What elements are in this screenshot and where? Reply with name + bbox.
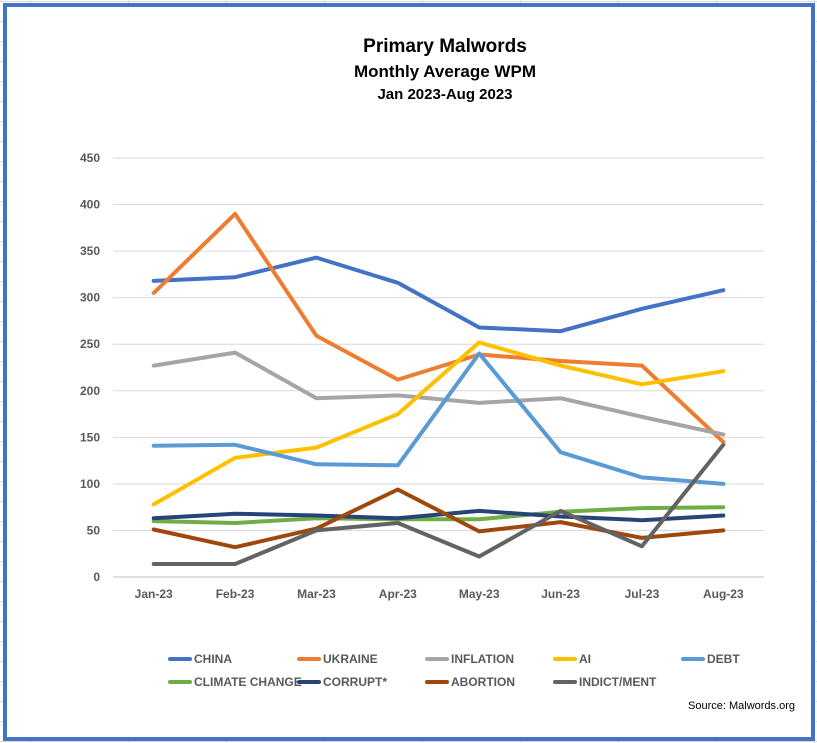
x-tick-label-feb-23: Feb-23 bbox=[216, 587, 255, 601]
legend-label: AI bbox=[579, 652, 591, 666]
series-line-debt bbox=[151, 351, 726, 486]
series-line-indict-ment bbox=[151, 442, 726, 566]
chart-subtitle: Monthly Average WPM bbox=[354, 62, 536, 81]
legend-item-debt[interactable]: DEBT bbox=[681, 652, 740, 666]
legend-item-ukraine[interactable]: UKRAINE bbox=[297, 652, 378, 666]
x-tick-label-mar-23: Mar-23 bbox=[297, 587, 336, 601]
series-line-climate-change bbox=[151, 505, 726, 525]
legend-label: INDICT/MENT bbox=[579, 675, 657, 689]
series-line-ai bbox=[151, 340, 726, 507]
x-tick-label-aug-23: Aug-23 bbox=[703, 587, 744, 601]
legend-item-abortion[interactable]: ABORTION bbox=[425, 675, 515, 689]
series-line-abortion bbox=[151, 487, 726, 550]
series-line-inflation bbox=[151, 350, 726, 437]
legend-swatch bbox=[297, 657, 321, 661]
legend-item-ai[interactable]: AI bbox=[553, 652, 591, 666]
legend-label: ABORTION bbox=[451, 675, 515, 689]
legend-label: CHINA bbox=[194, 652, 232, 666]
y-tick-label-200: 200 bbox=[80, 384, 100, 398]
y-tick-label-150: 150 bbox=[80, 430, 100, 444]
legend-item-inflation[interactable]: INFLATION bbox=[425, 652, 514, 666]
y-tick-label-350: 350 bbox=[80, 244, 100, 258]
legend-label: UKRAINE bbox=[323, 652, 378, 666]
y-tick-label-50: 50 bbox=[87, 523, 101, 537]
x-tick-label-apr-23: Apr-23 bbox=[379, 587, 417, 601]
legend-label: INFLATION bbox=[451, 652, 515, 666]
legend-swatch bbox=[168, 680, 192, 684]
legend-swatch bbox=[297, 680, 321, 684]
legend-swatch bbox=[425, 657, 449, 661]
y-tick-label-400: 400 bbox=[80, 198, 100, 212]
legend-item-climate-change[interactable]: CLIMATE CHANGE bbox=[168, 675, 302, 689]
legend-swatch bbox=[553, 680, 577, 684]
x-tick-label-jun-23: Jun-23 bbox=[541, 587, 580, 601]
x-tick-label-jan-23: Jan-23 bbox=[135, 587, 173, 601]
y-tick-label-300: 300 bbox=[80, 291, 100, 305]
legend-label: DEBT bbox=[707, 652, 740, 666]
legend-item-indict-ment[interactable]: INDICT/MENT bbox=[553, 675, 656, 689]
legend-label: CLIMATE CHANGE bbox=[194, 675, 302, 689]
chart-date-range: Jan 2023-Aug 2023 bbox=[377, 86, 513, 103]
source-note: Source: Malwords.org bbox=[688, 700, 795, 712]
legend-swatch bbox=[425, 680, 449, 684]
series-line-china bbox=[151, 255, 726, 334]
legend-item-corrupt[interactable]: CORRUPT* bbox=[297, 675, 387, 689]
y-tick-label-450: 450 bbox=[80, 151, 100, 165]
y-tick-label-100: 100 bbox=[80, 477, 100, 491]
y-tick-label-0: 0 bbox=[93, 570, 100, 584]
chart-area[interactable] bbox=[3, 3, 815, 741]
legend-swatch bbox=[553, 657, 577, 661]
x-tick-label-may-23: May-23 bbox=[459, 587, 500, 601]
legend-swatch bbox=[168, 657, 192, 661]
series-line-corrupt bbox=[151, 508, 726, 523]
x-tick-label-jul-23: Jul-23 bbox=[625, 587, 660, 601]
chart-title: Primary Malwords bbox=[363, 36, 527, 57]
series-line-ukraine bbox=[151, 211, 726, 444]
legend-item-china[interactable]: CHINA bbox=[168, 652, 232, 666]
chart-title-block: Primary Malwords Monthly Average WPM Jan… bbox=[0, 34, 817, 106]
legend-swatch bbox=[681, 657, 705, 661]
legend-label: CORRUPT* bbox=[323, 675, 388, 689]
y-tick-label-250: 250 bbox=[80, 337, 100, 351]
